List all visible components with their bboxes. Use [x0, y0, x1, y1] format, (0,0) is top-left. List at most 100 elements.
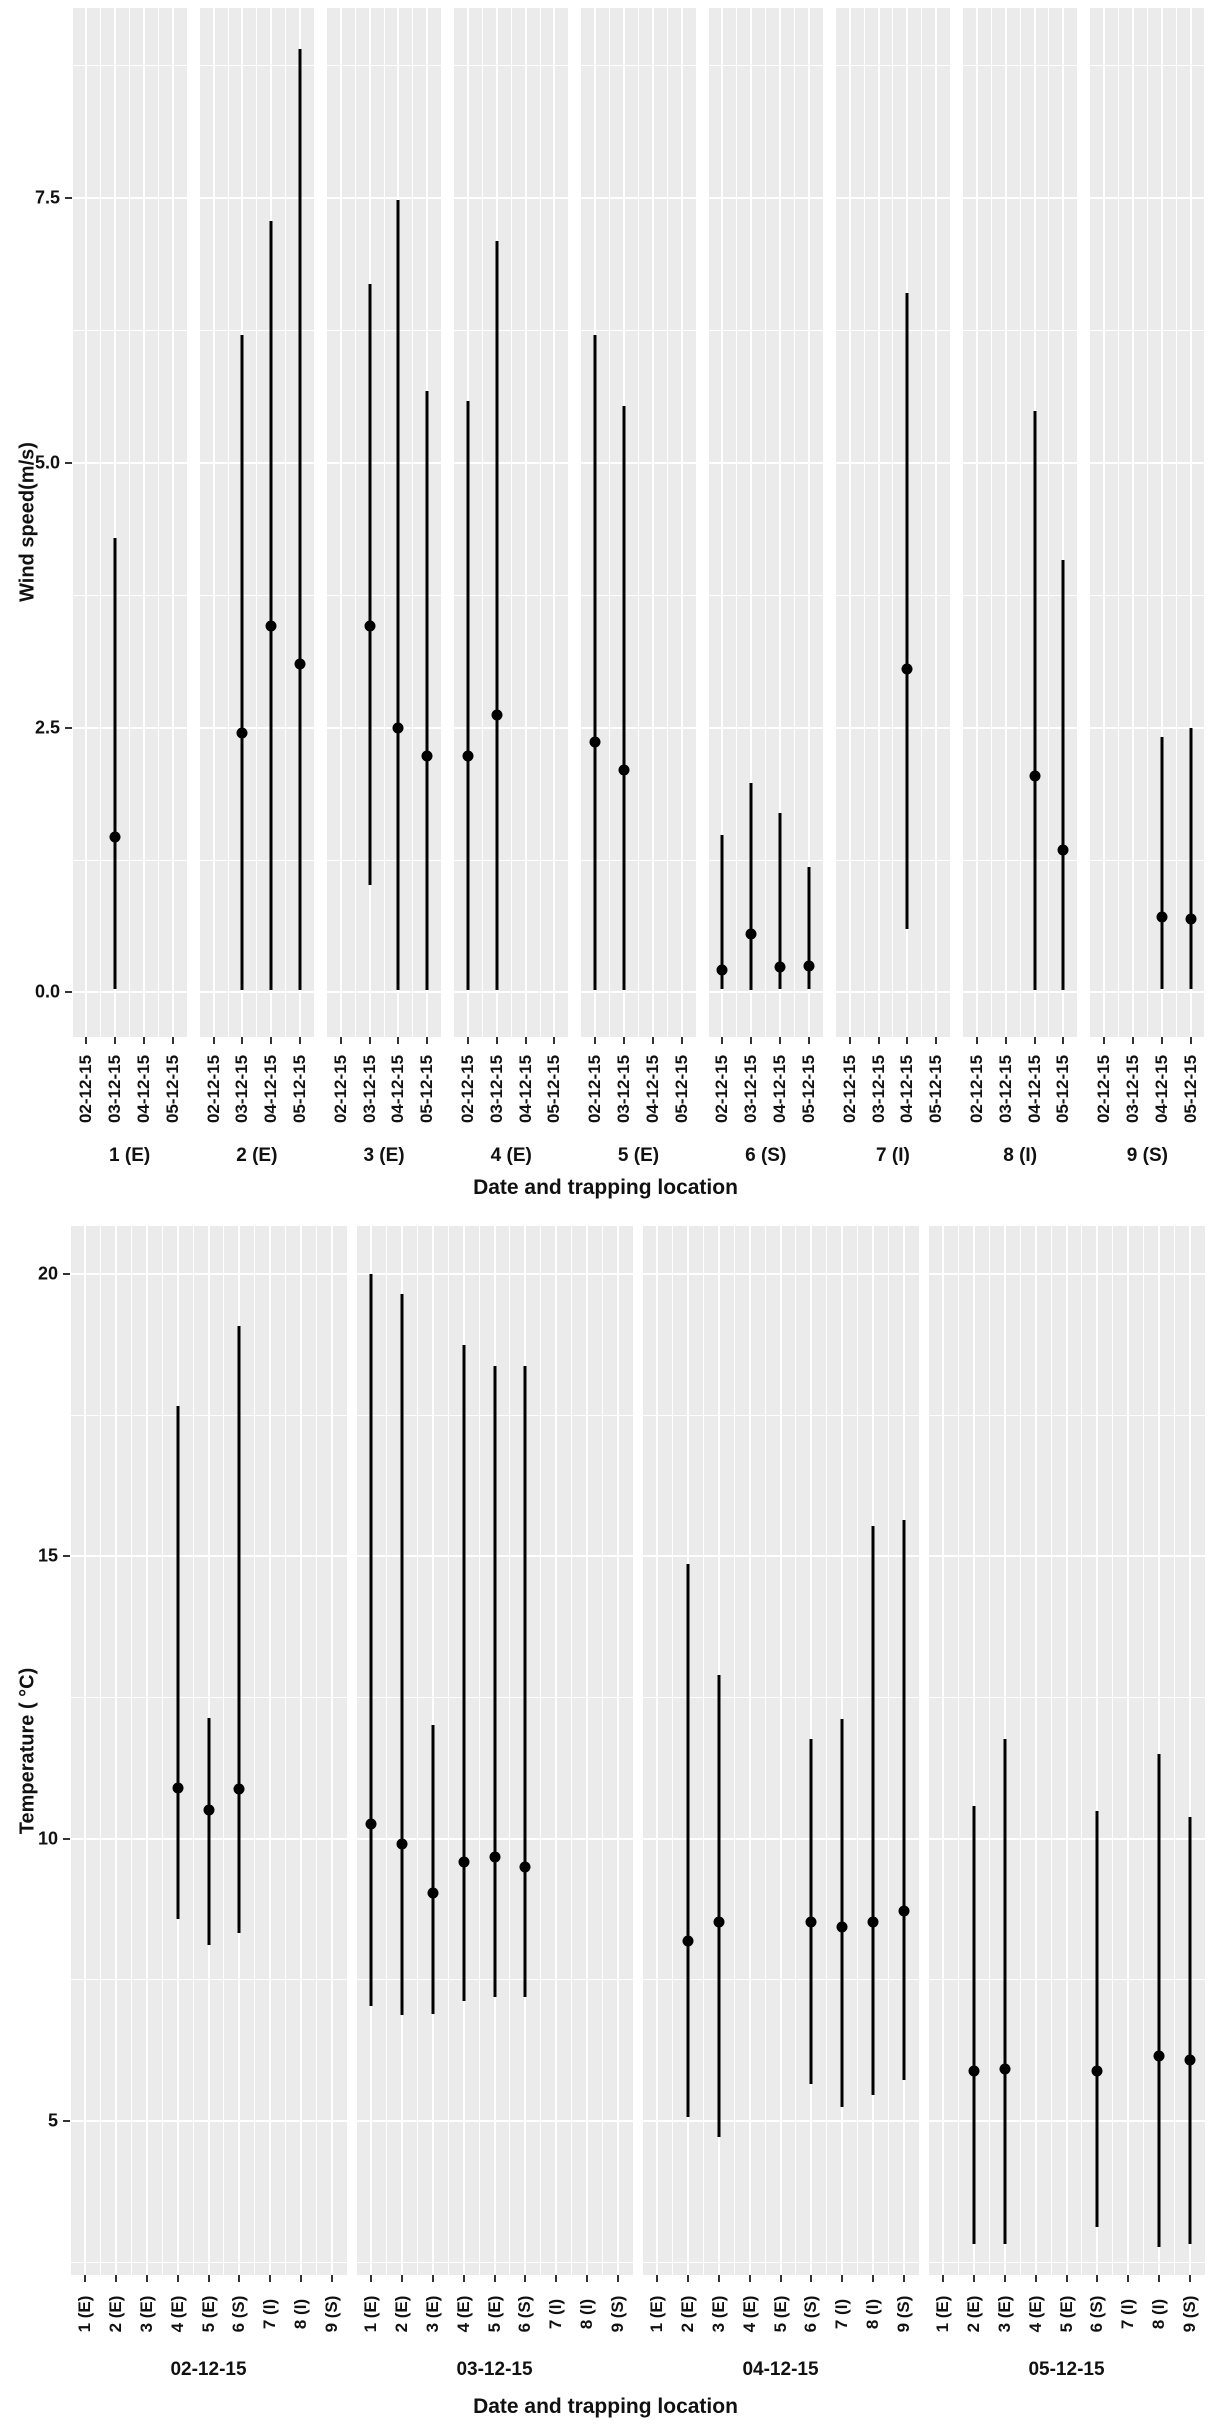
- data-point: [365, 1818, 377, 1830]
- minor-gridline-v: [223, 1226, 225, 2275]
- x-tick-mark: [269, 2275, 272, 2282]
- data-point: [1185, 913, 1197, 925]
- minor-gridline-v: [355, 1226, 357, 2275]
- data-point: [392, 722, 404, 734]
- minor-gridline-v: [227, 8, 229, 1037]
- major-gridline-v: [935, 8, 938, 1037]
- minor-gridline-v: [927, 1226, 929, 2275]
- minor-gridline-v: [764, 1226, 766, 2275]
- minor-gridline-v: [1019, 1226, 1021, 2275]
- minor-gridline-v: [325, 8, 327, 1037]
- x-tick-label: 7 (I): [832, 2298, 852, 2330]
- x-tick-mark: [721, 1037, 724, 1044]
- minor-gridline-v: [157, 8, 159, 1037]
- minor-gridline-v: [601, 1226, 603, 2275]
- facet-label: 7 (I): [876, 1145, 910, 1166]
- minor-gridline-v: [834, 8, 836, 1037]
- error-bar: [237, 1325, 241, 1934]
- data-point: [716, 964, 728, 976]
- minor-gridline-v: [69, 1226, 71, 2275]
- error-bar: [905, 293, 909, 929]
- x-tick-mark: [467, 1037, 470, 1044]
- x-tick-mark: [935, 1037, 938, 1044]
- data-point: [898, 1905, 910, 1917]
- x-tick-label: 02-12-15: [966, 1054, 986, 1124]
- x-tick-mark: [1003, 2275, 1006, 2282]
- major-gridline-v: [299, 1226, 302, 2275]
- major-gridline-v: [84, 1226, 87, 2275]
- x-tick-label: 3 (E): [994, 2295, 1014, 2333]
- x-tick-label: 9 (S): [607, 2295, 627, 2333]
- facet-panel: 02-12-15 03-12-15 04-12-15 05-12-15 4 (E): [453, 8, 570, 1166]
- major-gridline-v: [1127, 1226, 1130, 2275]
- temperature-y-axis: 5 10 15 20: [0, 1226, 70, 2275]
- major-gridline-v: [973, 1226, 976, 2275]
- x-tick-label: 2 (E): [106, 2295, 126, 2333]
- x-tick-label: 05-12-15: [1053, 1054, 1073, 1124]
- x-tick-label: 2 (E): [678, 2295, 698, 2333]
- major-gridline-v: [171, 8, 174, 1037]
- error-bar: [686, 1563, 690, 2118]
- minor-gridline-v: [1175, 8, 1177, 1037]
- x-tick-label: 3 (E): [136, 2295, 156, 2333]
- error-bar: [176, 1406, 180, 1920]
- x-tick-mark: [942, 2275, 945, 2282]
- error-bar: [1189, 727, 1193, 990]
- x-tick-label: 03-12-15: [232, 1054, 252, 1124]
- data-point: [1156, 911, 1168, 923]
- data-point: [233, 1783, 245, 1795]
- y-tick-label: 15: [37, 1545, 58, 1566]
- error-bar: [493, 1366, 496, 1998]
- x-tick-label: 4 (E): [453, 2295, 473, 2333]
- facet-label: 04-12-15: [742, 2359, 819, 2380]
- x-tick-mark: [1160, 1037, 1163, 1044]
- y-tick-label: 2.5: [34, 717, 60, 738]
- error-bar: [462, 1345, 466, 2002]
- minor-gridline-v: [256, 8, 258, 1037]
- x-tick-mark: [1157, 2275, 1160, 2282]
- x-tick-label: 04-12-15: [770, 1054, 790, 1124]
- x-tick-label: 04-12-15: [261, 1054, 281, 1124]
- y-tick-mark: [65, 461, 72, 464]
- facet-label: 03-12-15: [456, 2359, 533, 2380]
- x-tick-mark: [426, 1037, 429, 1044]
- major-gridline-v: [942, 1226, 945, 2275]
- major-gridline-v: [1103, 8, 1106, 1037]
- facet-label: 5 (E): [617, 1145, 660, 1166]
- error-bar: [1033, 410, 1037, 991]
- x-tick-label: 02-12-15: [458, 1054, 478, 1124]
- error-bar: [593, 335, 597, 991]
- facet-label: 2 (E): [236, 1145, 278, 1166]
- major-gridline-v: [651, 8, 654, 1037]
- x-tick-mark: [748, 2275, 751, 2282]
- minor-gridline-v: [481, 8, 483, 1037]
- minor-gridline-v: [1204, 1226, 1206, 2275]
- major-gridline-v: [721, 8, 724, 1037]
- major-gridline-v: [656, 1226, 659, 2275]
- y-tick-mark: [63, 1837, 70, 1840]
- data-point: [427, 1887, 439, 1899]
- minor-gridline-v: [254, 1226, 256, 2275]
- error-bar: [1095, 1811, 1099, 2227]
- x-tick-label: 2 (E): [964, 2295, 984, 2333]
- y-tick-label: 10: [37, 1828, 58, 1849]
- y-tick-mark: [63, 1272, 70, 1275]
- data-point: [803, 960, 815, 972]
- data-point: [1091, 2065, 1103, 2077]
- major-gridline-v: [680, 8, 683, 1037]
- minor-gridline-v: [198, 8, 200, 1037]
- y-tick-label: 5.0: [34, 452, 60, 473]
- x-tick-label: 7 (I): [546, 2298, 566, 2330]
- x-tick-label: 02-12-15: [839, 1054, 859, 1124]
- minor-gridline-v: [1142, 1226, 1144, 2275]
- facet-panel: 02-12-15 03-12-15 04-12-15 05-12-15 8 (I): [962, 8, 1079, 1166]
- minor-gridline-v: [412, 8, 414, 1037]
- x-tick-mark: [841, 2275, 844, 2282]
- y-tick-label: 20: [37, 1263, 58, 1284]
- minor-gridline-v: [131, 1226, 133, 2275]
- y-tick-label: 5: [47, 2110, 58, 2131]
- x-tick-label: 2 (E): [392, 2295, 412, 2333]
- data-point: [1153, 2050, 1165, 2062]
- minor-gridline-v: [71, 8, 73, 1037]
- minor-gridline-v: [962, 8, 964, 1037]
